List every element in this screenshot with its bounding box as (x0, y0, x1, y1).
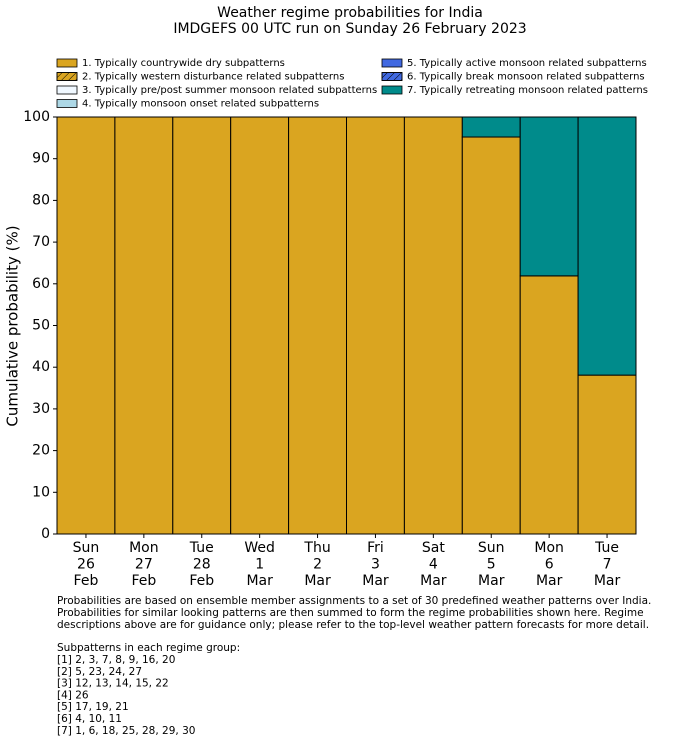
y-tick-label: 40 (32, 359, 50, 375)
x-tick-label: 5 (487, 557, 496, 573)
y-tick-label: 0 (41, 526, 50, 542)
x-tick-label: Tue (189, 540, 214, 556)
x-tick-label: Mar (304, 573, 331, 589)
subpattern-line: [7] 1, 6, 18, 25, 28, 29, 30 (57, 725, 195, 737)
y-tick-label: 100 (23, 109, 50, 125)
y-tick-label: 50 (32, 318, 50, 334)
legend-swatch (381, 85, 403, 95)
subpattern-line: [2] 5, 23, 24, 27 (57, 666, 142, 678)
x-tick-label: 3 (371, 557, 380, 573)
legend-hatch (56, 72, 78, 81)
bar-segment (114, 116, 174, 535)
x-tick-label: Tue (594, 540, 619, 556)
bar-segment (230, 116, 290, 535)
x-tick-label: Mar (420, 573, 447, 589)
subpatterns-title: Subpatterns in each regime group: (57, 642, 240, 654)
chart-title: Weather regime probabilities for India (217, 5, 483, 21)
bar-segment (288, 116, 348, 535)
x-tick-label: Thu (303, 540, 330, 556)
x-tick-label: 27 (135, 557, 153, 573)
note-line: Probabilities for similar looking patter… (57, 607, 644, 619)
bar-segment (577, 374, 637, 535)
x-tick-label: Sun (73, 540, 100, 556)
legend-label: 5. Typically active monsoon related subp… (407, 58, 647, 69)
bar-segment (519, 275, 579, 535)
x-tick-label: 1 (255, 557, 264, 573)
note-line: Probabilities are based on ensemble memb… (57, 595, 651, 607)
x-tick-label: Mar (536, 573, 563, 589)
y-tick-label: 70 (32, 234, 50, 250)
legend-label: 2. Typically western disturbance related… (82, 72, 344, 83)
subpattern-line: [3] 12, 13, 14, 15, 22 (57, 678, 169, 690)
bar-segment (172, 116, 232, 535)
y-tick-label: 10 (32, 484, 50, 500)
x-tick-label: Mar (478, 573, 505, 589)
x-tick-label: Mar (362, 573, 389, 589)
bar-segment (519, 116, 579, 277)
legend-swatch (56, 99, 78, 108)
bar-segment (461, 136, 521, 535)
y-axis-label: Cumulative probability (%) (4, 225, 22, 426)
subpattern-line: [5] 17, 19, 21 (57, 701, 129, 713)
x-tick-label: Sat (422, 540, 445, 556)
bar-segment (403, 116, 463, 535)
x-tick-label: Feb (189, 573, 214, 589)
note-line: descriptions above are for guidance only… (57, 619, 649, 631)
x-tick-label: Fri (367, 540, 384, 556)
legend-label: 1. Typically countrywide dry subpatterns (82, 58, 285, 69)
x-tick-label: Wed (244, 540, 275, 556)
y-tick-label: 30 (32, 401, 50, 417)
legend-swatch (56, 58, 78, 68)
legend-swatch (56, 85, 78, 95)
subpattern-line: [4] 26 (57, 689, 89, 701)
x-tick-label: Mon (129, 540, 159, 556)
x-tick-label: 4 (429, 557, 438, 573)
x-tick-label: 7 (603, 557, 612, 573)
y-tick-label: 90 (32, 151, 50, 167)
legend-hatch (381, 72, 403, 81)
legend-label: 4. Typically monsoon onset related subpa… (82, 99, 319, 110)
x-tick-label: Feb (74, 573, 99, 589)
x-tick-label: Mon (534, 540, 564, 556)
x-tick-label: Sun (478, 540, 505, 556)
x-tick-label: Feb (131, 573, 156, 589)
legend-label: 6. Typically break monsoon related subpa… (407, 72, 645, 83)
x-tick-label: 26 (77, 557, 95, 573)
legend-label: 3. Typically pre/post summer monsoon rel… (82, 85, 377, 96)
chart-subtitle: IMDGEFS 00 UTC run on Sunday 26 February… (173, 21, 526, 37)
x-tick-label: 28 (193, 557, 211, 573)
x-tick-label: Mar (246, 573, 273, 589)
subpattern-line: [6] 4, 10, 11 (57, 713, 122, 725)
bar-segment (346, 116, 405, 535)
y-tick-label: 60 (32, 276, 50, 292)
x-tick-label: 2 (313, 557, 322, 573)
legend-label: 7. Typically retreating monsoon related … (407, 85, 648, 96)
bar-segment (461, 116, 521, 138)
x-tick-label: 6 (545, 557, 554, 573)
bar-segment (577, 116, 637, 376)
x-tick-label: Mar (594, 573, 621, 589)
y-tick-label: 20 (32, 443, 50, 459)
y-tick-label: 80 (32, 192, 50, 208)
bar-segment (56, 116, 116, 535)
subpattern-line: [1] 2, 3, 7, 8, 9, 16, 20 (57, 654, 175, 666)
legend-swatch (381, 58, 403, 68)
